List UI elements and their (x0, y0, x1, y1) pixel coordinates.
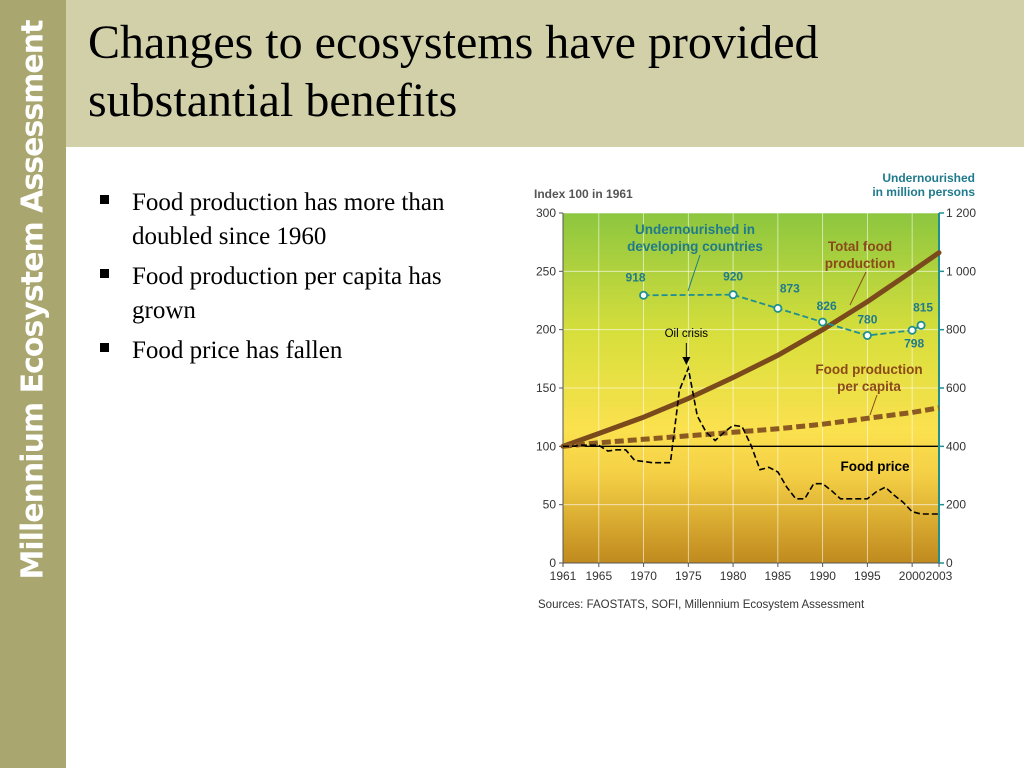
series-label-undernourished-line-1: Undernourished in (635, 222, 755, 237)
undernourished-data-label: 780 (857, 313, 877, 327)
square-bullet-icon (100, 195, 109, 204)
series-label-total-food-line-2: production (825, 256, 896, 271)
left-tick-label: 50 (543, 498, 557, 512)
x-tick-label: 2000 (899, 569, 926, 583)
undernourished-point (916, 320, 926, 330)
bullet-item: Food price has fallen (100, 334, 490, 368)
left-tick-label: 100 (536, 439, 556, 453)
series-label-per-capita-line-2: per capita (837, 379, 901, 394)
series-label-total-food-leader (849, 271, 867, 306)
right-tick-label: 200 (946, 498, 966, 512)
left-tick-label: 300 (536, 206, 556, 220)
bullet-item: Food production has more than doubled si… (100, 186, 490, 254)
x-tick-label: 1975 (675, 569, 702, 583)
series-label-total-food-line-1: Total food (828, 239, 892, 254)
series-line-food-price (563, 365, 939, 515)
series-line-food-production-per-capita (562, 405, 940, 449)
bullet-text: Food production per capita has grown (132, 263, 442, 324)
x-tick-label: 1995 (854, 569, 881, 583)
right-tick-label: 400 (946, 439, 966, 453)
undernourished-point (862, 330, 872, 340)
right-axis-title-line-1: Undernourished (882, 171, 975, 185)
left-tick-label: 150 (536, 381, 556, 395)
bullet-item: Food production per capita has grown (100, 260, 490, 328)
annotation-oil-crisis: Oil crisis (665, 328, 709, 340)
undernourished-point (773, 303, 783, 313)
x-tick-label: 1990 (809, 569, 836, 583)
undernourished-point (907, 325, 917, 335)
x-tick-label: 1970 (630, 569, 657, 583)
x-tick-label: 1980 (720, 569, 747, 583)
series-line-total-food-production (560, 250, 942, 449)
undernourished-point (639, 290, 649, 300)
x-tick-label: 1965 (585, 569, 612, 583)
x-tick-label: 2003 (926, 569, 953, 583)
series-label-undernourished-line-2: developing countries (627, 239, 763, 254)
left-tick-label: 250 (536, 264, 556, 278)
left-axis-title: Index 100 in 1961 (534, 187, 633, 201)
sidebar: Millennium Ecosystem Assessment (0, 0, 66, 768)
bullet-text: Food production has more than doubled si… (132, 189, 445, 250)
x-tick-label: 1961 (550, 569, 577, 583)
square-bullet-icon (100, 269, 109, 278)
undernourished-data-label: 873 (780, 281, 800, 295)
undernourished-data-label: 815 (913, 300, 933, 314)
series-label-per-capita-line-1: Food production (815, 362, 922, 377)
header-band: Changes to ecosystems have provided subs… (66, 0, 1024, 147)
right-tick-label: 1 000 (946, 264, 976, 278)
undernourished-data-label: 920 (723, 270, 743, 284)
square-bullet-icon (100, 343, 109, 352)
food-production-chart: 0 50 100 150 200 250 300 0 200 400 600 800 1 000 1 20… (534, 171, 976, 611)
right-tick-label: 0 (946, 556, 953, 570)
x-tick-label: 1985 (765, 569, 792, 583)
undernourished-point (818, 317, 828, 327)
undernourished-data-label: 918 (626, 270, 646, 284)
bullet-list: Food production has more than doubled si… (100, 186, 490, 374)
right-tick-label: 800 (946, 323, 966, 337)
left-tick-label: 200 (536, 323, 556, 337)
brand-wordmark: Millennium Ecosystem Assessment (15, 20, 51, 580)
annotation-arrow-head (682, 357, 691, 365)
undernourished-data-label: 826 (817, 299, 837, 313)
undernourished-point (728, 290, 738, 300)
right-axis-title-line-2: in million persons (872, 185, 975, 199)
undernourished-data-label: 798 (904, 336, 924, 350)
series-label-per-capita-leader (869, 394, 878, 416)
right-tick-label: 600 (946, 381, 966, 395)
series-label-food-price: Food price (840, 459, 909, 474)
left-tick-label: 0 (549, 556, 556, 570)
slide-title: Changes to ecosystems have provided subs… (88, 16, 819, 127)
bullet-text: Food price has fallen (132, 337, 343, 364)
right-tick-label: 1 200 (946, 206, 976, 220)
chart-source: Sources: FAOSTATS, SOFI, Millennium Ecos… (538, 599, 865, 611)
series-label-undernourished-leader (687, 254, 701, 292)
